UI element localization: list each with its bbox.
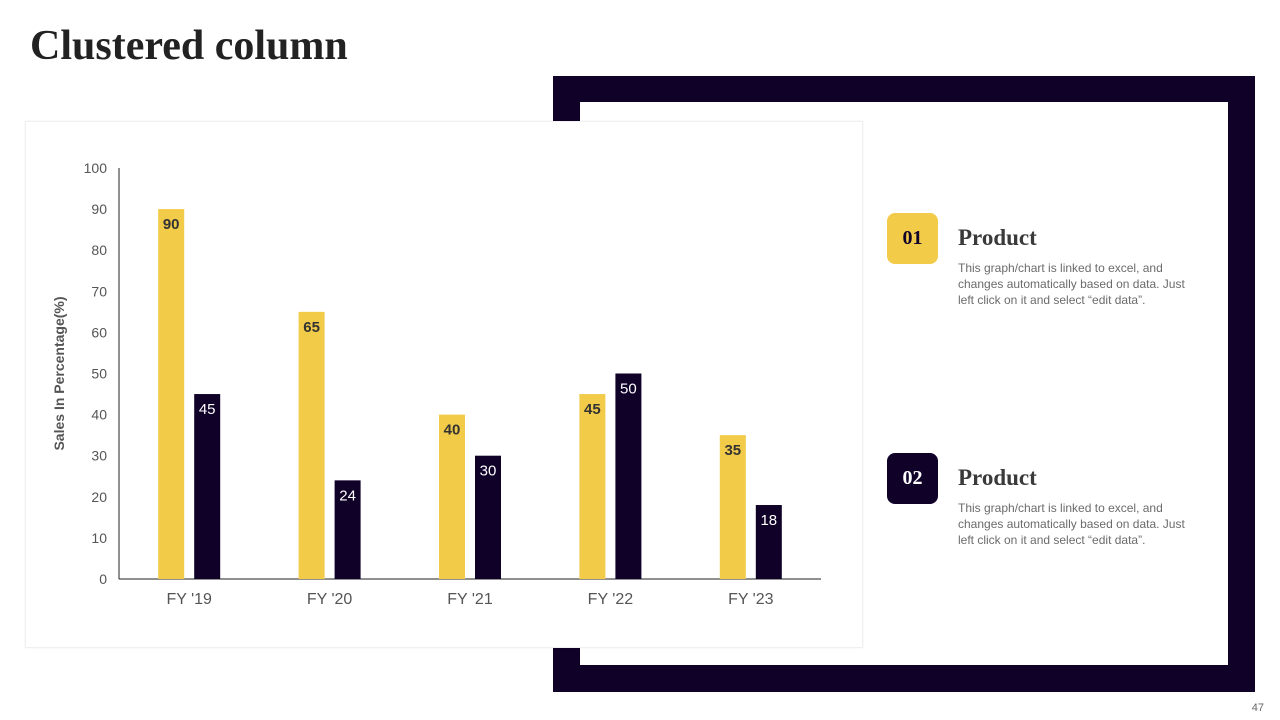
legend-title-02: Product bbox=[958, 465, 1037, 490]
chart-card[interactable]: 0 10 20 30 40 50 60 70 80 90 100 Sales In Percentag… bbox=[25, 121, 863, 648]
bar-series-2 bbox=[334, 480, 361, 579]
y-tick-label: 70 bbox=[91, 283, 107, 299]
bar-series-1 bbox=[579, 394, 606, 579]
bar-series-2 bbox=[475, 455, 501, 579]
bar-series-2 bbox=[755, 505, 782, 579]
y-tick-label: 0 bbox=[99, 571, 107, 587]
x-tick-label: FY '21 bbox=[447, 591, 493, 608]
legend-item-product-02: 02 Product This graph/chart is linked to… bbox=[887, 453, 1217, 553]
data-label: 50 bbox=[620, 381, 637, 398]
y-tick-label: 50 bbox=[91, 366, 107, 382]
bar-series-1 bbox=[439, 414, 465, 579]
bar-series-2 bbox=[615, 373, 642, 579]
legend-description-02: This graph/chart is linked to excel, and… bbox=[958, 501, 1185, 547]
y-tick-label: 10 bbox=[91, 530, 107, 546]
data-label: 65 bbox=[303, 319, 320, 336]
legend-description-01: This graph/chart is linked to excel, and… bbox=[958, 261, 1185, 307]
data-label: 35 bbox=[724, 442, 741, 459]
legend-item-product-01: 01 Product This graph/chart is linked to… bbox=[887, 213, 1217, 313]
slide-title: Clustered column bbox=[30, 23, 348, 69]
y-axis-title: Sales In Percentage(%) bbox=[51, 296, 67, 450]
badge-01: 01 bbox=[887, 213, 938, 264]
y-tick-label: 100 bbox=[84, 160, 108, 176]
y-tick-label: 40 bbox=[91, 407, 107, 423]
clustered-column-chart[interactable]: 0 10 20 30 40 50 60 70 80 90 100 Sales In Percentag… bbox=[26, 122, 862, 647]
x-tick-label: FY '19 bbox=[166, 591, 212, 608]
y-tick-label: 30 bbox=[91, 448, 107, 464]
x-tick-label: FY '23 bbox=[728, 591, 774, 608]
legend-title-01: Product bbox=[958, 225, 1037, 250]
badge-02: 02 bbox=[887, 453, 938, 504]
page-number: 47 bbox=[1251, 702, 1264, 714]
data-label: 30 bbox=[480, 463, 497, 480]
data-label: 45 bbox=[199, 401, 216, 418]
data-label: 40 bbox=[444, 422, 461, 439]
data-label: 45 bbox=[584, 401, 601, 418]
x-tick-label: FY '22 bbox=[588, 591, 634, 608]
bar-series-1 bbox=[298, 311, 325, 579]
y-tick-label: 20 bbox=[91, 489, 107, 505]
data-label: 90 bbox=[163, 216, 180, 233]
data-label: 24 bbox=[339, 487, 356, 504]
y-tick-label: 60 bbox=[91, 324, 107, 340]
bar-series-1 bbox=[158, 209, 185, 579]
y-tick-label: 80 bbox=[91, 242, 107, 258]
bar-series-1 bbox=[719, 435, 746, 579]
y-tick-label: 90 bbox=[91, 201, 107, 217]
data-label: 18 bbox=[760, 512, 777, 529]
bar-series-2 bbox=[194, 394, 221, 579]
x-tick-label: FY '20 bbox=[307, 591, 353, 608]
